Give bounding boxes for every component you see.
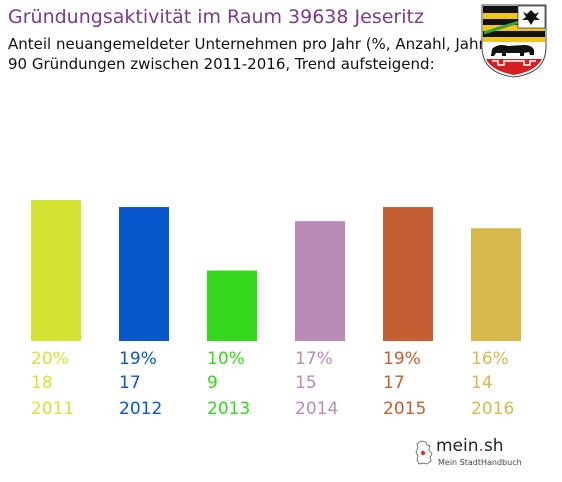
brand-name-tld: sh	[483, 436, 504, 456]
brand-tagline: Mein StadtHandbuch	[438, 458, 522, 467]
percent-label-2013: 10%	[207, 349, 245, 369]
bar-2016	[471, 228, 521, 341]
bar-2013	[207, 270, 257, 341]
percent-label-2014: 17%	[295, 349, 333, 369]
brand-name-dot: .	[478, 436, 484, 456]
chart-subtitle-line1: Anteil neuangemeldeter Unternehmen pro J…	[8, 35, 491, 53]
brand-name-main: mein	[436, 436, 479, 456]
count-label-2012: 17	[119, 373, 141, 393]
year-label-2013: 2013	[207, 399, 250, 419]
count-label-2013: 9	[207, 373, 218, 393]
saxony-anhalt-coat-of-arms-icon	[481, 4, 547, 78]
bar-2011	[31, 200, 81, 341]
percent-label-2012: 19%	[119, 349, 157, 369]
year-label-2011: 2011	[31, 399, 74, 419]
chart-subtitle-line2: 90 Gründungen zwischen 2011-2016, Trend …	[8, 55, 435, 73]
bar-2014	[295, 221, 345, 341]
count-label-2014: 15	[295, 373, 317, 393]
percent-label-2011: 20%	[31, 349, 69, 369]
year-label-2016: 2016	[471, 399, 514, 419]
year-label-2014: 2014	[295, 399, 338, 419]
bar-2012	[119, 207, 169, 341]
count-label-2011: 18	[31, 373, 53, 393]
bar-2015	[383, 207, 433, 341]
count-label-2015: 17	[383, 373, 405, 393]
year-label-2015: 2015	[383, 399, 426, 419]
count-label-2016: 14	[471, 373, 493, 393]
percent-label-2016: 16%	[471, 349, 509, 369]
brand-name: mein.sh	[436, 436, 504, 456]
percent-label-2015: 19%	[383, 349, 421, 369]
brand-logo: mein.sh Mein StadtHandbuch	[414, 436, 526, 470]
germany-map-icon	[415, 440, 433, 465]
year-label-2012: 2012	[119, 399, 162, 419]
chart-title: Gründungsaktivität im Raum 39638 Jeserit…	[8, 6, 424, 28]
